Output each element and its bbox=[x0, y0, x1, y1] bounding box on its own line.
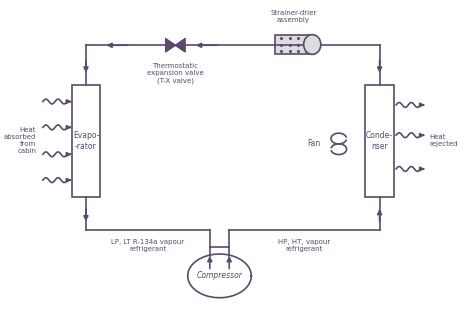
Text: Thermostatic
expansion valve
(T-X valve): Thermostatic expansion valve (T-X valve) bbox=[147, 63, 204, 84]
Ellipse shape bbox=[304, 35, 321, 54]
Bar bbox=[365, 85, 394, 197]
Text: Heat
rejected: Heat rejected bbox=[429, 134, 458, 147]
Text: Conde-
nser: Conde- nser bbox=[366, 131, 393, 150]
Text: Strainer-drier
assembly: Strainer-drier assembly bbox=[270, 10, 317, 23]
Bar bbox=[72, 85, 100, 197]
Text: Evapo-
-rator: Evapo- -rator bbox=[73, 131, 99, 150]
Text: Fan: Fan bbox=[307, 139, 320, 148]
Polygon shape bbox=[175, 39, 185, 52]
Bar bbox=[275, 35, 312, 54]
Text: HP, HT, vapour
refrigerant: HP, HT, vapour refrigerant bbox=[278, 239, 330, 252]
Text: LP, LT R-134a vapour
refrigerant: LP, LT R-134a vapour refrigerant bbox=[111, 239, 184, 252]
Text: Compressor: Compressor bbox=[197, 271, 243, 280]
Text: Heat
absorbed
from
cabin: Heat absorbed from cabin bbox=[4, 127, 36, 154]
Polygon shape bbox=[165, 39, 175, 52]
